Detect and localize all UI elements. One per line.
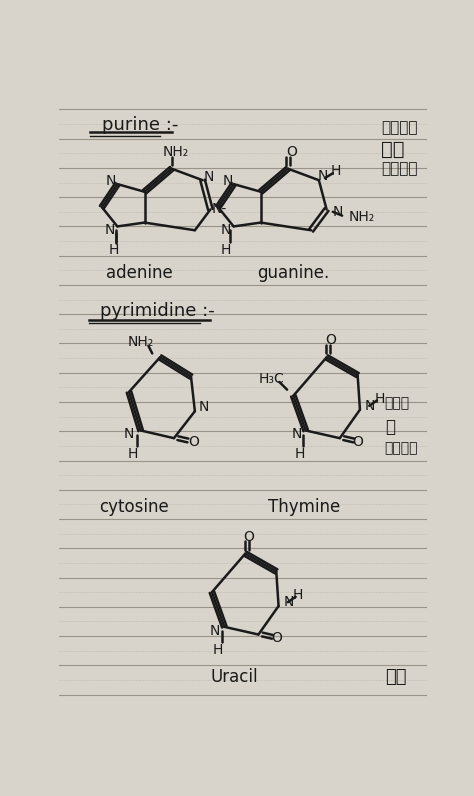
Text: N: N (204, 170, 214, 184)
Text: H: H (213, 643, 223, 657)
Text: N: N (199, 400, 210, 415)
Text: guanine.: guanine. (257, 263, 329, 282)
Text: N: N (318, 170, 328, 183)
Text: O: O (188, 435, 199, 449)
Text: O: O (271, 631, 282, 646)
Text: O: O (325, 334, 336, 347)
Text: N: N (221, 223, 231, 236)
Text: H: H (294, 447, 305, 461)
Text: १: १ (385, 418, 395, 435)
Text: डिसं: डिसं (381, 161, 418, 176)
Text: N: N (291, 427, 301, 441)
Text: NH₂: NH₂ (163, 145, 189, 158)
Text: N: N (365, 399, 375, 413)
Text: H: H (221, 243, 231, 256)
Text: H: H (331, 164, 341, 178)
Text: cytosine: cytosine (100, 498, 169, 517)
Text: Thymine: Thymine (268, 498, 341, 517)
Text: NH₂: NH₂ (348, 210, 374, 224)
Text: N: N (104, 223, 115, 236)
Text: H: H (128, 447, 138, 461)
Text: N: N (210, 624, 220, 638)
Text: शिनि: शिनि (381, 120, 418, 135)
Text: ১২: ১২ (381, 140, 404, 159)
Text: N: N (222, 174, 233, 188)
Text: N: N (283, 595, 294, 609)
Text: Uracil: Uracil (210, 668, 258, 686)
Text: NH₂: NH₂ (128, 335, 154, 349)
Text: डिस्: डिस् (385, 441, 418, 455)
Text: pyrimidine :-: pyrimidine :- (100, 302, 214, 320)
Text: H: H (374, 392, 384, 406)
Text: H₃C: H₃C (259, 372, 284, 386)
Text: रवि: रवि (385, 396, 410, 411)
Text: O: O (286, 145, 297, 158)
Text: २०: २० (385, 668, 406, 686)
Text: H: H (293, 588, 303, 603)
Text: H: H (109, 243, 118, 256)
Text: O: O (352, 435, 363, 449)
Text: adenine: adenine (106, 263, 173, 282)
Text: N: N (333, 205, 344, 219)
Text: N: N (124, 427, 134, 441)
Text: purine :-: purine :- (102, 115, 178, 134)
Text: N: N (106, 174, 116, 188)
Text: N-: N- (212, 202, 228, 217)
Text: O: O (244, 529, 255, 544)
